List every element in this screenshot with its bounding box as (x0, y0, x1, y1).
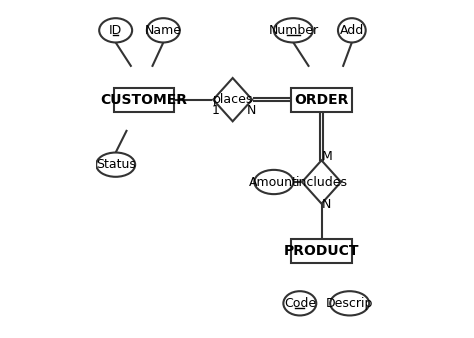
Ellipse shape (255, 170, 293, 194)
Text: CUSTOMER: CUSTOMER (100, 93, 187, 107)
Text: Name: Name (145, 24, 182, 37)
Text: places: places (212, 93, 253, 106)
Text: M: M (321, 150, 332, 163)
Text: includes: includes (295, 175, 347, 189)
FancyBboxPatch shape (291, 239, 352, 263)
Polygon shape (302, 160, 341, 204)
Ellipse shape (283, 291, 316, 315)
Ellipse shape (99, 18, 132, 43)
Text: 1: 1 (211, 104, 219, 117)
Ellipse shape (330, 291, 369, 315)
Ellipse shape (274, 18, 313, 43)
Polygon shape (213, 78, 252, 121)
Text: Code: Code (284, 297, 316, 310)
Text: N: N (322, 198, 331, 211)
FancyBboxPatch shape (291, 88, 352, 112)
Text: ORDER: ORDER (294, 93, 349, 107)
Text: Number: Number (268, 24, 319, 37)
Text: Descrip: Descrip (326, 297, 374, 310)
Text: Add: Add (340, 24, 364, 37)
Ellipse shape (338, 18, 366, 43)
Text: PRODUCT: PRODUCT (284, 244, 359, 258)
Text: N: N (246, 104, 256, 117)
Ellipse shape (147, 18, 180, 43)
Ellipse shape (96, 152, 135, 177)
Text: Status: Status (96, 158, 136, 171)
Text: Amount: Amount (249, 175, 298, 189)
Text: ID: ID (109, 24, 122, 37)
FancyBboxPatch shape (113, 88, 174, 112)
